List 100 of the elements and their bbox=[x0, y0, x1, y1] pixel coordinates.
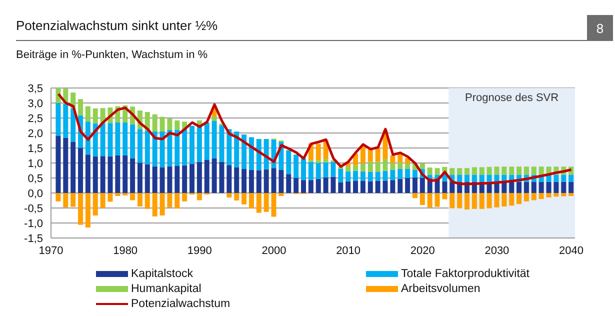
bar bbox=[196, 125, 202, 162]
text: 8 bbox=[587, 15, 613, 41]
bar bbox=[182, 165, 188, 193]
bar bbox=[353, 165, 358, 171]
bar bbox=[516, 166, 522, 175]
bar bbox=[63, 104, 68, 138]
bar bbox=[568, 182, 574, 193]
bar bbox=[323, 177, 328, 193]
bar bbox=[554, 182, 559, 193]
bar bbox=[300, 158, 306, 180]
bar bbox=[554, 174, 559, 182]
bar bbox=[212, 158, 217, 193]
bar bbox=[308, 162, 314, 180]
bar bbox=[130, 124, 136, 158]
bar bbox=[174, 130, 180, 166]
bar bbox=[457, 168, 462, 175]
bar bbox=[479, 167, 484, 175]
x-tick-label: 2030 bbox=[484, 244, 510, 257]
bar bbox=[144, 130, 150, 164]
bar bbox=[152, 114, 158, 132]
bar bbox=[398, 162, 403, 169]
bar bbox=[382, 159, 388, 171]
bar bbox=[472, 167, 477, 175]
bar bbox=[160, 167, 165, 193]
bar bbox=[100, 123, 106, 156]
bar bbox=[242, 134, 247, 169]
bar bbox=[152, 193, 158, 216]
bar bbox=[360, 145, 366, 164]
bar bbox=[412, 193, 418, 198]
bar bbox=[316, 178, 321, 193]
bar bbox=[390, 155, 396, 163]
bar bbox=[204, 122, 210, 160]
bar bbox=[196, 193, 202, 200]
bar bbox=[271, 168, 276, 193]
bar bbox=[323, 159, 328, 162]
bar bbox=[531, 193, 536, 200]
bar bbox=[108, 156, 113, 193]
bar bbox=[56, 103, 61, 136]
bar bbox=[167, 118, 172, 130]
band-label: Prognose des SVR bbox=[465, 92, 559, 104]
bar bbox=[122, 156, 128, 193]
chart-title: Potenzialwachstum sinkt unter ½% bbox=[16, 18, 218, 33]
bar bbox=[100, 193, 106, 208]
bar bbox=[130, 158, 136, 193]
bar bbox=[92, 108, 98, 124]
bar bbox=[137, 129, 142, 163]
x-tick-label: 1970 bbox=[38, 244, 64, 257]
bar bbox=[300, 180, 306, 193]
bar bbox=[190, 164, 195, 193]
bar bbox=[412, 170, 418, 178]
x-tick-label: 2020 bbox=[410, 244, 435, 257]
bar bbox=[516, 193, 522, 204]
bar bbox=[271, 193, 276, 217]
bar bbox=[479, 174, 484, 182]
bar bbox=[375, 172, 380, 181]
bar bbox=[486, 174, 492, 182]
bar bbox=[204, 160, 210, 193]
bar bbox=[196, 162, 202, 193]
bar bbox=[450, 168, 455, 175]
legend-label: Arbeitsvolumen bbox=[401, 283, 480, 295]
bar bbox=[412, 177, 418, 193]
bar bbox=[368, 172, 373, 182]
bar bbox=[278, 170, 284, 193]
bar bbox=[442, 181, 448, 193]
bar bbox=[398, 169, 403, 179]
bar bbox=[130, 193, 136, 200]
bar bbox=[531, 182, 536, 193]
bar bbox=[538, 193, 544, 199]
bar bbox=[137, 193, 142, 206]
bar bbox=[494, 174, 500, 182]
bar bbox=[390, 163, 396, 170]
bar bbox=[368, 149, 373, 162]
bar bbox=[152, 166, 158, 193]
legend-label: Kapitalstock bbox=[131, 268, 194, 280]
bar bbox=[278, 193, 284, 196]
bar bbox=[85, 193, 90, 228]
bar bbox=[330, 176, 336, 193]
bar bbox=[234, 193, 240, 200]
bar bbox=[63, 193, 68, 208]
legend-label: Humankapital bbox=[131, 283, 202, 295]
y-tick-label: 0,5 bbox=[28, 172, 43, 185]
y-tick-label: -0,5 bbox=[24, 202, 43, 215]
bar bbox=[479, 193, 484, 209]
bar bbox=[509, 182, 514, 193]
x-tick-label: 1980 bbox=[113, 244, 138, 257]
bar bbox=[92, 156, 98, 193]
y-tick-label: 1,5 bbox=[28, 142, 43, 155]
bar bbox=[464, 193, 470, 210]
bar bbox=[450, 182, 455, 193]
bar bbox=[234, 132, 240, 168]
bar bbox=[346, 166, 351, 172]
bar bbox=[70, 193, 76, 207]
bar bbox=[144, 193, 150, 209]
chart-subtitle: Beiträge in %-Punkten, Wachstum in % bbox=[16, 49, 208, 61]
bar bbox=[63, 138, 68, 193]
bar bbox=[286, 150, 292, 174]
bar bbox=[390, 170, 396, 180]
bar bbox=[226, 165, 232, 193]
bar bbox=[346, 181, 351, 193]
bar bbox=[182, 129, 188, 166]
